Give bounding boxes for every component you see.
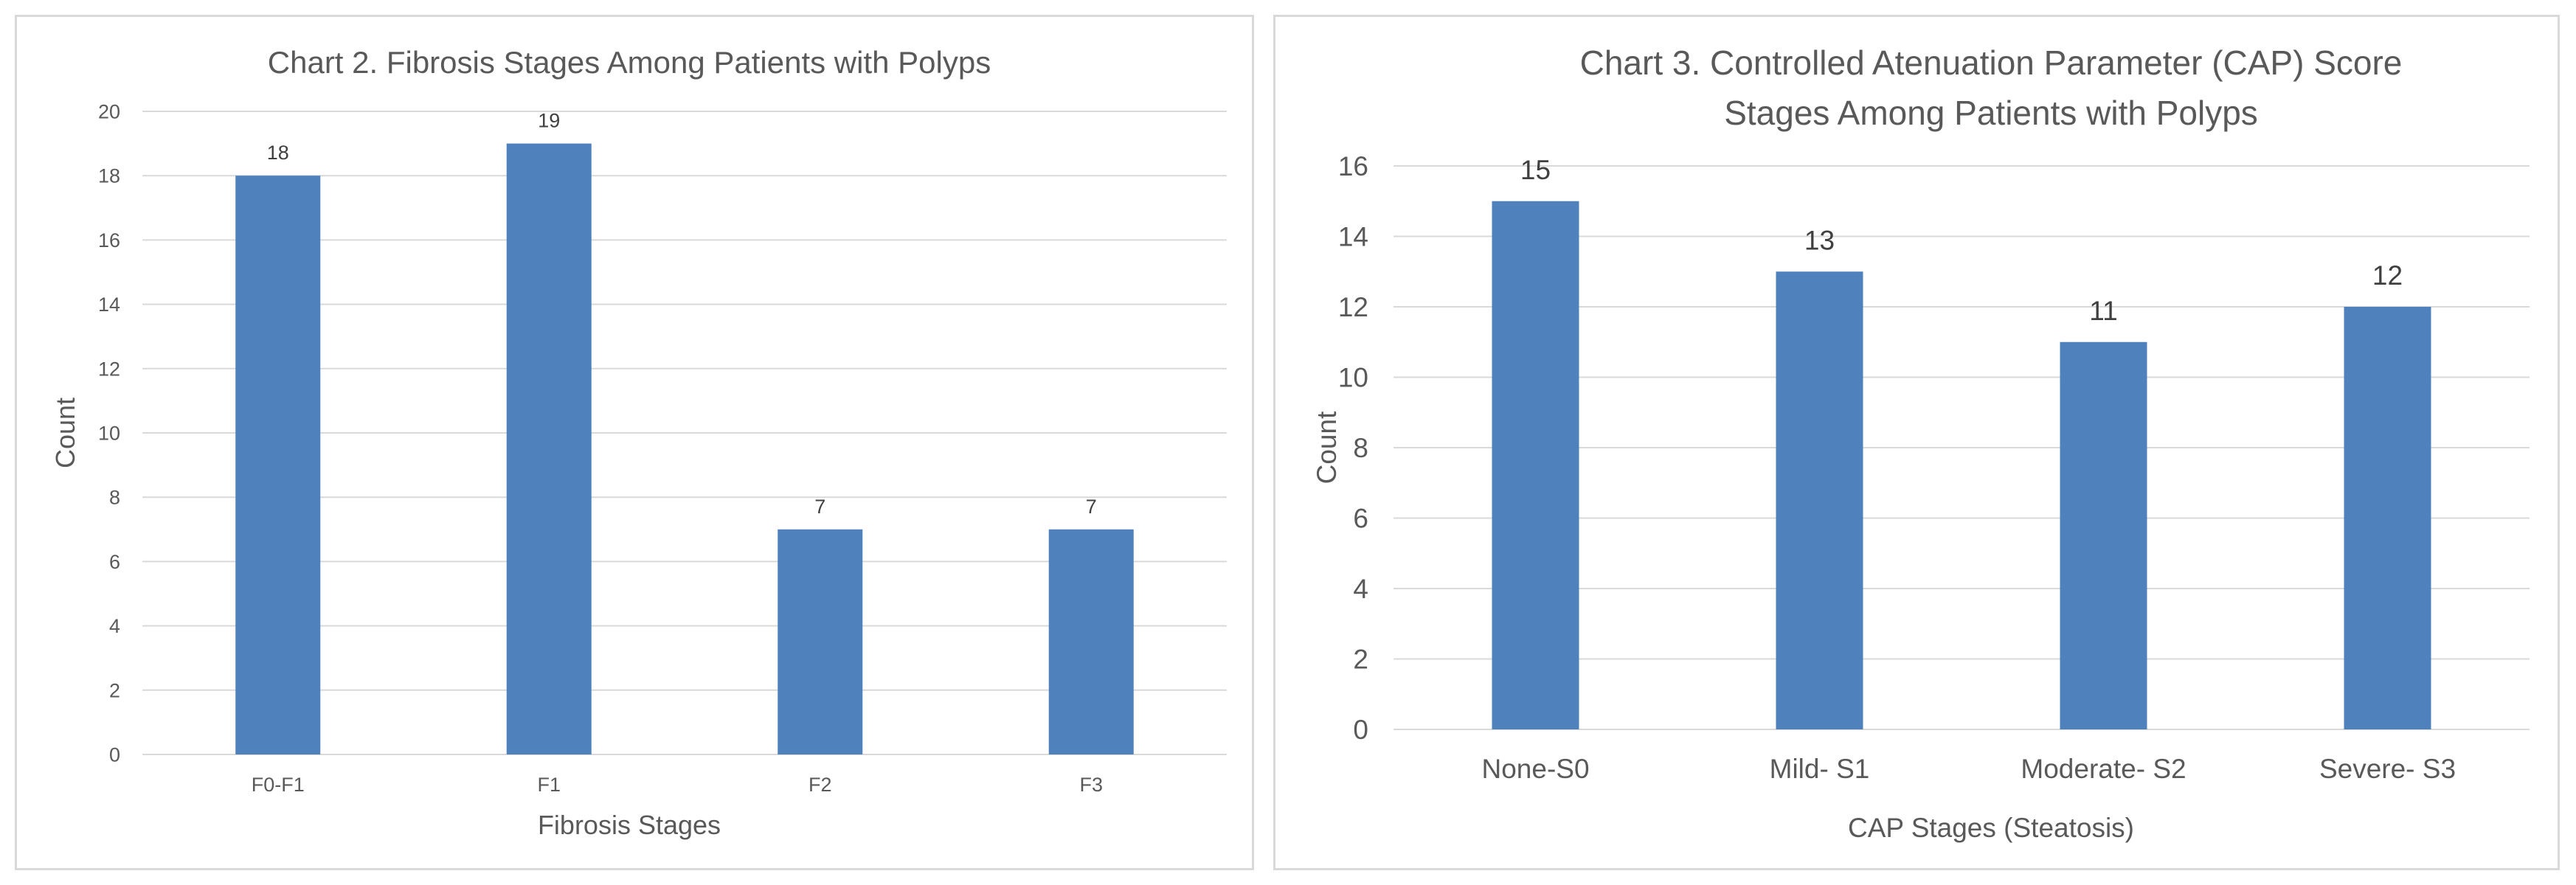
x-category-label: F0-F1 <box>252 774 305 796</box>
x-category-label: F1 <box>537 774 561 796</box>
y-tick-label: 6 <box>109 551 120 573</box>
y-tick-label: 10 <box>1338 362 1368 392</box>
bar <box>1776 271 1863 729</box>
y-tick-label: 6 <box>1353 503 1368 533</box>
y-tick-label: 14 <box>1338 221 1368 251</box>
y-tick-label: 0 <box>1353 715 1368 745</box>
y-tick-label: 12 <box>98 358 120 380</box>
y-tick-label: 8 <box>109 487 120 509</box>
x-axis-title: CAP Stages (Steatosis) <box>1848 813 2134 843</box>
fibrosis-chart-svg: Chart 2. Fibrosis Stages Among Patients … <box>50 45 1227 840</box>
x-category-label: Moderate- S2 <box>2021 754 2186 784</box>
bar <box>2344 307 2431 729</box>
y-tick-label: 0 <box>109 743 120 766</box>
y-tick-label: 4 <box>109 615 120 637</box>
y-tick-label: 20 <box>98 100 120 122</box>
x-axis-title: Fibrosis Stages <box>538 810 721 840</box>
bar <box>235 176 321 754</box>
bar <box>2060 341 2147 729</box>
chart-title: Chart 2. Fibrosis Stages Among Patients … <box>268 45 991 80</box>
chart-title: Stages Among Patients with Polyps <box>1724 94 2258 132</box>
bar <box>1492 201 1579 729</box>
y-tick-label: 2 <box>1353 644 1368 674</box>
cap-chart-svg: Chart 3. Controlled Atenuation Parameter… <box>1312 44 2530 843</box>
data-label: 19 <box>538 110 560 132</box>
y-tick-label: 12 <box>1338 292 1368 322</box>
data-label: 15 <box>1520 155 1551 185</box>
cap-chart-panel: Chart 3. Controlled Atenuation Parameter… <box>1273 15 2560 870</box>
fibrosis-chart-panel: Chart 2. Fibrosis Stages Among Patients … <box>15 15 1254 870</box>
x-category-label: F2 <box>809 774 832 796</box>
x-category-label: Mild- S1 <box>1770 754 1870 784</box>
x-category-label: F3 <box>1079 774 1103 796</box>
x-category-label: None-S0 <box>1481 754 1589 784</box>
y-tick-label: 16 <box>98 229 120 251</box>
y-tick-label: 8 <box>1353 433 1368 463</box>
bar <box>506 143 592 755</box>
data-label: 12 <box>2372 260 2403 291</box>
bar <box>778 529 863 754</box>
y-tick-label: 16 <box>1338 151 1368 181</box>
y-tick-label: 4 <box>1353 574 1368 604</box>
data-label: 7 <box>1086 496 1097 518</box>
data-label: 11 <box>2089 296 2117 326</box>
y-tick-label: 14 <box>98 294 120 316</box>
y-axis-title: Count <box>50 398 80 468</box>
y-tick-label: 2 <box>109 679 120 701</box>
data-label: 7 <box>814 496 825 518</box>
data-label: 13 <box>1804 225 1835 255</box>
chart-title: Chart 3. Controlled Atenuation Parameter… <box>1580 44 2403 82</box>
x-category-label: Severe- S3 <box>2319 754 2456 784</box>
bar <box>1048 529 1134 754</box>
y-axis-title: Count <box>1312 411 1342 484</box>
y-tick-label: 10 <box>98 422 120 444</box>
data-label: 18 <box>267 142 289 164</box>
y-tick-label: 18 <box>98 165 120 187</box>
